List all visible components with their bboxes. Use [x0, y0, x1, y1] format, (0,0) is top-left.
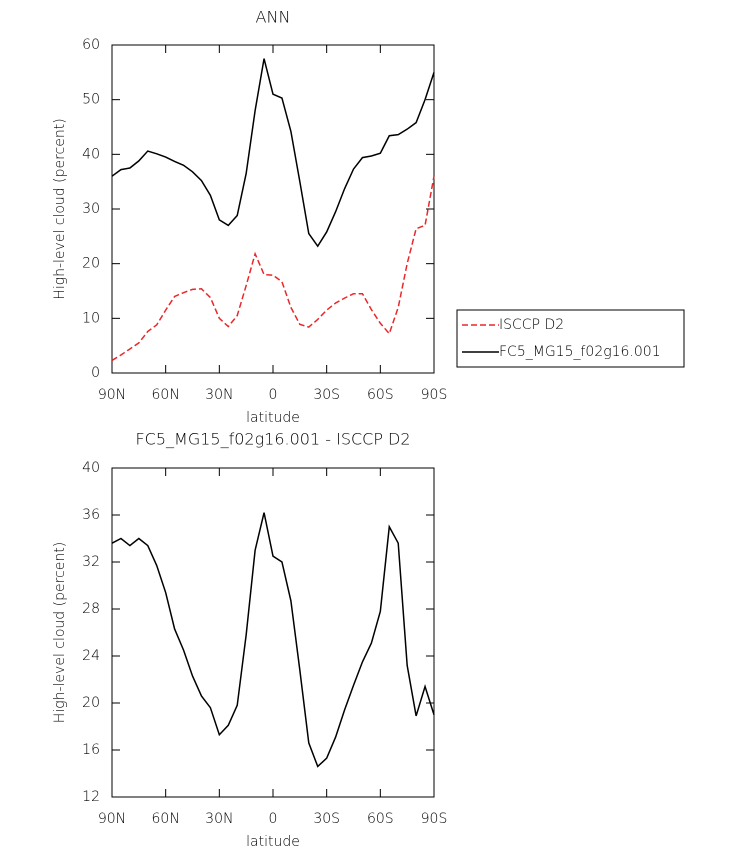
series-line — [111, 58, 435, 248]
x-tick-label: 60S — [367, 387, 394, 403]
y-tick-label: 12 — [82, 789, 100, 805]
y-tick-label: 20 — [82, 256, 100, 272]
x-tick-label: 30N — [205, 811, 233, 827]
legend-label: FC5_MG15_f02g16.001 — [499, 344, 661, 360]
x-tick-label: 0 — [269, 387, 278, 403]
y-tick-label: 30 — [82, 201, 100, 217]
y-tick-label: 10 — [82, 310, 100, 326]
x-tick-label: 30S — [313, 811, 340, 827]
series-line — [111, 512, 435, 768]
y-tick-label: 50 — [82, 92, 100, 108]
x-axis-label: latitude — [246, 410, 300, 426]
y-tick-label: 60 — [82, 37, 100, 53]
x-tick-label: 30N — [205, 387, 233, 403]
y-tick-label: 28 — [82, 601, 100, 617]
chart-title: FC5_MG15_f02g16.001 - ISCCP D2 — [135, 430, 410, 449]
x-tick-label: 60N — [152, 811, 180, 827]
x-axis-label: latitude — [246, 834, 300, 850]
x-tick-label: 30S — [313, 387, 340, 403]
plot-frame — [111, 44, 435, 374]
x-tick-label: 0 — [269, 811, 278, 827]
x-tick-label: 90S — [421, 811, 448, 827]
y-tick-label: 20 — [82, 695, 100, 711]
legend-label: ISCCP D2 — [499, 317, 564, 333]
y-axis-label: High-level cloud (percent) — [52, 118, 68, 299]
x-tick-label: 90N — [98, 811, 126, 827]
y-tick-label: 0 — [91, 365, 100, 381]
y-tick-label: 16 — [82, 742, 100, 758]
x-tick-label: 90S — [421, 387, 448, 403]
plot-frame — [111, 467, 435, 798]
y-tick-label: 32 — [82, 554, 100, 570]
chart-title: ANN — [256, 8, 291, 27]
legend-box — [456, 309, 685, 368]
y-tick-label: 24 — [82, 648, 100, 664]
y-tick-label: 40 — [82, 146, 100, 162]
y-tick-label: 36 — [82, 507, 100, 523]
x-tick-label: 60S — [367, 811, 394, 827]
y-tick-label: 40 — [82, 460, 100, 476]
y-axis-label: High-level cloud (percent) — [52, 542, 68, 723]
x-tick-label: 60N — [152, 387, 180, 403]
x-tick-label: 90N — [98, 387, 126, 403]
series-line — [111, 176, 435, 362]
